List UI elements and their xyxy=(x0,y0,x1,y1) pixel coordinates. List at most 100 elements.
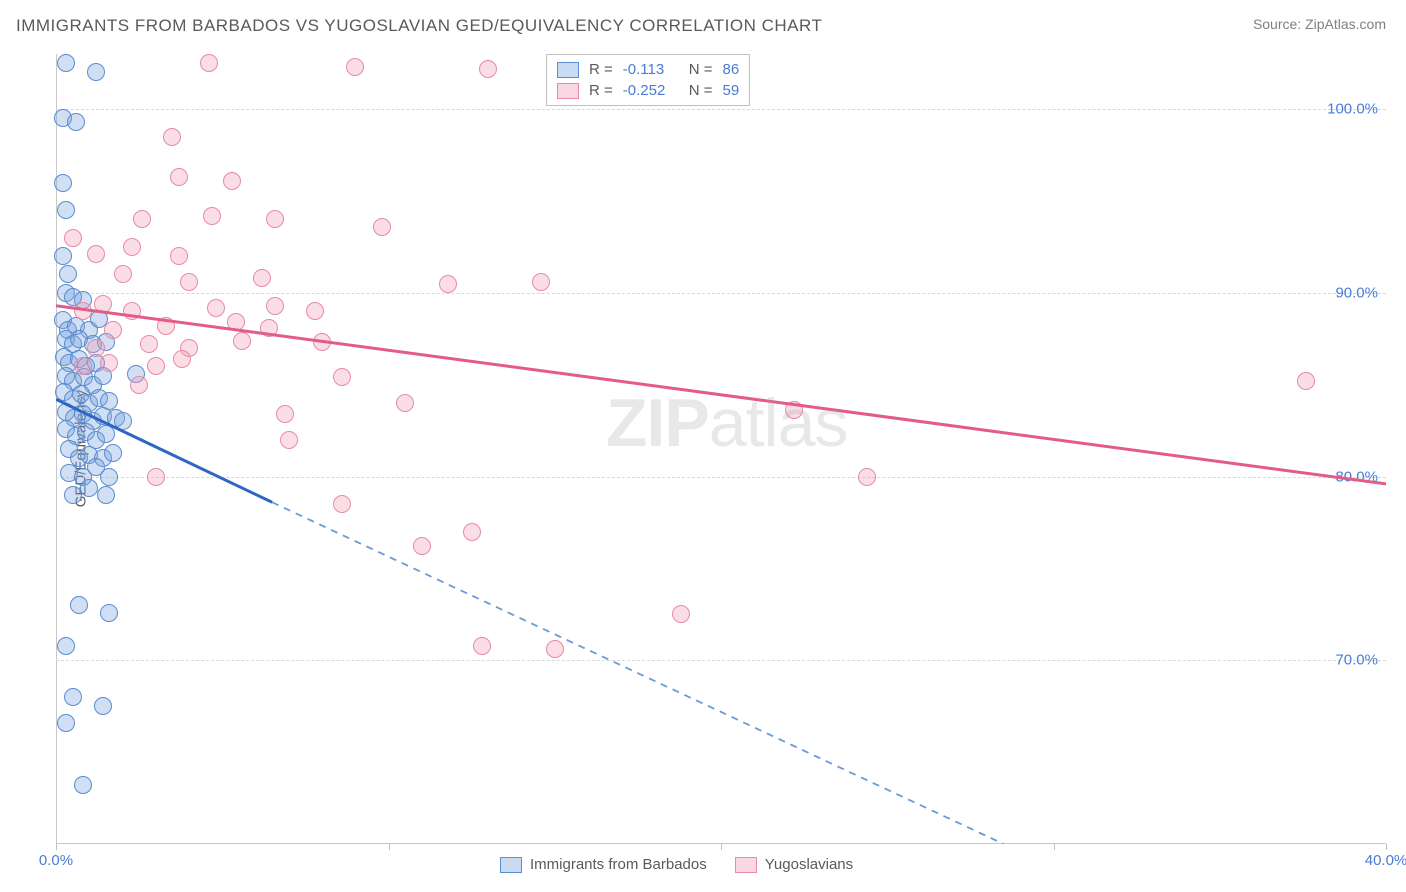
r-label: R = xyxy=(589,82,613,99)
point-yugoslavian xyxy=(133,210,151,228)
point-barbados xyxy=(87,63,105,81)
series-legend: Immigrants from Barbados Yugoslavians xyxy=(500,856,853,873)
point-yugoslavian xyxy=(313,333,331,351)
xtick xyxy=(56,844,57,850)
swatch-pink xyxy=(557,83,579,99)
point-yugoslavian xyxy=(785,401,803,419)
point-yugoslavian xyxy=(123,302,141,320)
point-yugoslavian xyxy=(163,128,181,146)
point-barbados xyxy=(97,425,115,443)
point-yugoslavian xyxy=(130,376,148,394)
point-yugoslavian xyxy=(253,269,271,287)
ytick-label: 80.0% xyxy=(1335,468,1378,485)
gridline xyxy=(56,477,1386,478)
trendline-barbados-dashed xyxy=(272,502,1004,844)
ytick-label: 70.0% xyxy=(1335,652,1378,669)
gridline xyxy=(56,660,1386,661)
point-yugoslavian xyxy=(280,431,298,449)
point-yugoslavian xyxy=(147,357,165,375)
point-yugoslavian xyxy=(200,54,218,72)
xtick xyxy=(1054,844,1055,850)
ytick-label: 90.0% xyxy=(1335,284,1378,301)
point-yugoslavian xyxy=(114,265,132,283)
point-yugoslavian xyxy=(157,317,175,335)
point-barbados xyxy=(57,54,75,72)
point-barbados xyxy=(100,468,118,486)
xtick xyxy=(1386,844,1387,850)
point-yugoslavian xyxy=(123,238,141,256)
point-yugoslavian xyxy=(64,229,82,247)
legend-row-barbados: R = -0.113 N = 86 xyxy=(557,59,739,80)
point-barbados xyxy=(54,247,72,265)
point-yugoslavian xyxy=(333,495,351,513)
point-yugoslavian xyxy=(413,537,431,555)
legend-row-yugoslavian: R = -0.252 N = 59 xyxy=(557,80,739,101)
ytick-label: 100.0% xyxy=(1327,101,1378,118)
point-yugoslavian xyxy=(672,605,690,623)
point-yugoslavian xyxy=(373,218,391,236)
correlation-legend: R = -0.113 N = 86 R = -0.252 N = 59 xyxy=(546,54,750,106)
legend-item-barbados: Immigrants from Barbados xyxy=(500,856,707,873)
point-yugoslavian xyxy=(439,275,457,293)
point-yugoslavian xyxy=(94,295,112,313)
point-yugoslavian xyxy=(223,172,241,190)
watermark: ZIPatlas xyxy=(606,384,847,462)
legend-label-barbados: Immigrants from Barbados xyxy=(530,856,707,873)
r-value-barbados: -0.113 xyxy=(623,61,679,78)
point-barbados xyxy=(57,714,75,732)
point-yugoslavian xyxy=(546,640,564,658)
swatch-pink xyxy=(735,857,757,873)
watermark-atlas: atlas xyxy=(709,385,848,461)
point-barbados xyxy=(97,486,115,504)
legend-item-yugoslavian: Yugoslavians xyxy=(735,856,853,873)
point-yugoslavian xyxy=(473,637,491,655)
point-barbados xyxy=(57,201,75,219)
point-yugoslavian xyxy=(260,319,278,337)
xtick xyxy=(721,844,722,850)
point-barbados xyxy=(104,444,122,462)
point-yugoslavian xyxy=(100,354,118,372)
trend-lines xyxy=(56,54,1386,844)
point-barbados xyxy=(100,604,118,622)
point-yugoslavian xyxy=(207,299,225,317)
point-yugoslavian xyxy=(170,247,188,265)
point-yugoslavian xyxy=(266,297,284,315)
point-yugoslavian xyxy=(227,313,245,331)
swatch-blue xyxy=(500,857,522,873)
point-yugoslavian xyxy=(396,394,414,412)
point-yugoslavian xyxy=(104,321,122,339)
point-barbados xyxy=(94,697,112,715)
r-value-yugoslavian: -0.252 xyxy=(623,82,679,99)
trendline-yugoslavian xyxy=(56,306,1386,484)
point-yugoslavian xyxy=(266,210,284,228)
swatch-blue xyxy=(557,62,579,78)
point-yugoslavian xyxy=(333,368,351,386)
point-barbados xyxy=(59,265,77,283)
point-barbados xyxy=(74,776,92,794)
point-yugoslavian xyxy=(74,302,92,320)
watermark-zip: ZIP xyxy=(606,385,709,461)
point-yugoslavian xyxy=(180,273,198,291)
point-yugoslavian xyxy=(87,245,105,263)
point-barbados xyxy=(67,113,85,131)
point-barbados xyxy=(54,174,72,192)
point-yugoslavian xyxy=(346,58,364,76)
point-barbados xyxy=(80,479,98,497)
point-yugoslavian xyxy=(147,468,165,486)
chart-title: IMMIGRANTS FROM BARBADOS VS YUGOSLAVIAN … xyxy=(16,16,822,36)
n-value-barbados: 86 xyxy=(723,61,740,78)
point-yugoslavian xyxy=(479,60,497,78)
point-barbados xyxy=(70,596,88,614)
n-label: N = xyxy=(689,61,713,78)
plot-area: 70.0% 80.0% 90.0% 100.0% ZIPatlas R = -0.11… xyxy=(56,54,1386,844)
point-barbados xyxy=(64,486,82,504)
xtick-label: 0.0% xyxy=(39,852,73,869)
point-yugoslavian xyxy=(74,357,92,375)
n-value-yugoslavian: 59 xyxy=(723,82,740,99)
source-attribution: Source: ZipAtlas.com xyxy=(1253,16,1386,32)
point-yugoslavian xyxy=(1297,372,1315,390)
point-yugoslavian xyxy=(858,468,876,486)
point-barbados xyxy=(114,412,132,430)
point-yugoslavian xyxy=(276,405,294,423)
gridline xyxy=(56,109,1386,110)
